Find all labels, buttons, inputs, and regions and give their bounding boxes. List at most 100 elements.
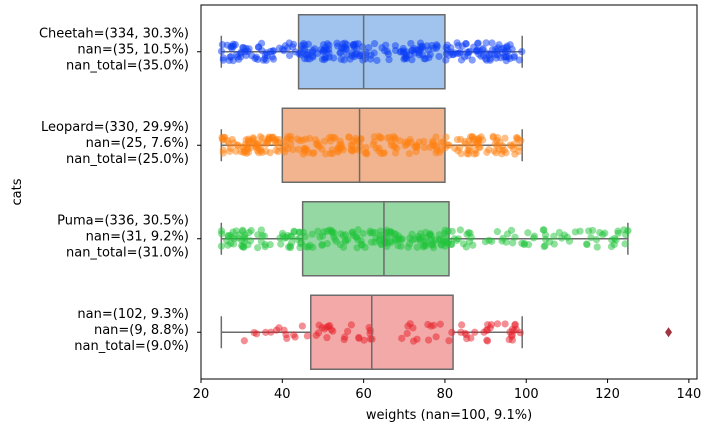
data-point bbox=[330, 229, 338, 237]
data-point bbox=[341, 237, 350, 245]
data-point bbox=[571, 228, 579, 236]
x-tick-label: 100 bbox=[514, 387, 539, 402]
data-point bbox=[448, 328, 456, 337]
data-point bbox=[280, 138, 288, 146]
data-point bbox=[287, 132, 295, 140]
data-point bbox=[219, 146, 227, 154]
data-point bbox=[503, 230, 512, 238]
data-point bbox=[298, 136, 306, 144]
data-point bbox=[458, 42, 467, 50]
data-point bbox=[366, 227, 374, 235]
y-tick-label: nan=(35, 10.5%) bbox=[77, 42, 189, 57]
data-point bbox=[323, 334, 331, 342]
data-point bbox=[432, 133, 440, 141]
data-point bbox=[458, 321, 466, 329]
data-point bbox=[473, 139, 481, 147]
data-point bbox=[353, 233, 361, 241]
data-point bbox=[614, 229, 622, 237]
data-point bbox=[369, 140, 377, 149]
data-point bbox=[508, 336, 517, 344]
data-point bbox=[361, 243, 369, 252]
data-point bbox=[269, 55, 278, 63]
data-point bbox=[322, 54, 330, 62]
category-3 bbox=[220, 294, 673, 370]
data-point bbox=[257, 238, 265, 246]
data-point bbox=[370, 133, 378, 141]
y-tick-label: nan_total=(9.0%) bbox=[74, 339, 189, 354]
data-point bbox=[314, 227, 322, 235]
y-tick-label: nan_total=(35.0%) bbox=[66, 58, 189, 73]
data-point bbox=[624, 227, 632, 235]
y-tick-label: nan=(9, 8.8%) bbox=[94, 323, 189, 338]
data-point bbox=[511, 150, 519, 158]
data-point bbox=[339, 232, 348, 240]
data-point bbox=[296, 234, 304, 242]
data-point bbox=[607, 242, 616, 251]
data-point bbox=[409, 337, 418, 345]
data-point bbox=[492, 54, 500, 62]
data-point bbox=[311, 136, 320, 144]
data-point bbox=[244, 148, 253, 156]
data-point bbox=[349, 137, 357, 145]
data-point bbox=[219, 56, 227, 64]
data-point bbox=[429, 139, 437, 147]
data-point bbox=[454, 49, 462, 58]
data-point bbox=[278, 145, 287, 153]
data-point bbox=[332, 237, 340, 245]
data-point bbox=[420, 143, 429, 152]
data-point bbox=[327, 149, 335, 158]
data-point bbox=[337, 141, 345, 149]
strip-points-2 bbox=[217, 226, 632, 252]
data-point bbox=[303, 146, 311, 154]
data-point bbox=[596, 228, 604, 237]
data-point bbox=[511, 320, 519, 328]
data-point bbox=[506, 328, 514, 336]
y-tick-label: Cheetah=(334, 30.3%) bbox=[39, 26, 189, 41]
data-point bbox=[308, 48, 316, 56]
data-point bbox=[495, 145, 503, 153]
data-point bbox=[518, 48, 526, 56]
data-point bbox=[235, 55, 243, 63]
data-point bbox=[262, 328, 270, 336]
plot-area bbox=[217, 14, 673, 370]
data-point bbox=[485, 236, 493, 244]
data-point bbox=[464, 52, 472, 60]
data-point bbox=[355, 333, 363, 342]
data-point bbox=[550, 240, 558, 248]
data-point bbox=[357, 135, 365, 143]
data-point bbox=[334, 147, 342, 155]
data-point bbox=[363, 150, 371, 158]
data-point bbox=[520, 240, 528, 249]
data-point bbox=[432, 333, 440, 341]
data-point bbox=[354, 226, 362, 234]
data-point bbox=[217, 242, 226, 250]
data-point bbox=[469, 133, 477, 141]
data-point bbox=[289, 146, 297, 154]
data-point bbox=[373, 56, 381, 65]
y-tick-label: nan=(25, 7.6%) bbox=[86, 136, 189, 151]
data-point bbox=[371, 40, 379, 48]
data-point bbox=[318, 241, 326, 249]
data-point bbox=[424, 336, 433, 344]
data-point bbox=[396, 137, 404, 145]
data-point bbox=[541, 242, 549, 250]
data-point bbox=[371, 238, 379, 246]
data-point bbox=[437, 138, 445, 146]
data-point bbox=[362, 144, 370, 152]
data-point bbox=[541, 235, 550, 243]
data-point bbox=[385, 55, 393, 64]
data-point bbox=[405, 150, 414, 158]
data-point bbox=[501, 134, 509, 142]
category-2 bbox=[217, 201, 632, 277]
data-point bbox=[339, 243, 348, 251]
data-point bbox=[254, 55, 262, 63]
data-point bbox=[453, 39, 461, 47]
data-point bbox=[339, 40, 347, 48]
data-point bbox=[498, 48, 506, 57]
data-point bbox=[592, 236, 601, 244]
outlier-3-0 bbox=[665, 327, 673, 338]
data-point bbox=[423, 42, 431, 50]
y-tick-label: nan=(31, 9.2%) bbox=[86, 229, 189, 244]
data-point bbox=[258, 134, 266, 142]
data-point bbox=[462, 330, 470, 339]
